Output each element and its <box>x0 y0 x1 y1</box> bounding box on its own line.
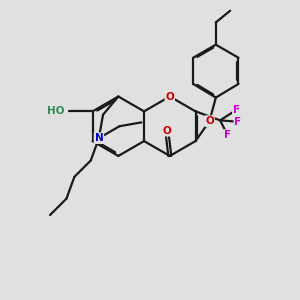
Text: O: O <box>165 92 174 101</box>
Text: O: O <box>162 126 171 136</box>
Text: F: F <box>234 117 242 127</box>
Text: F: F <box>224 130 231 140</box>
Text: O: O <box>205 116 214 126</box>
Text: N: N <box>94 133 103 143</box>
Text: HO: HO <box>47 106 64 116</box>
Text: F: F <box>233 105 240 115</box>
